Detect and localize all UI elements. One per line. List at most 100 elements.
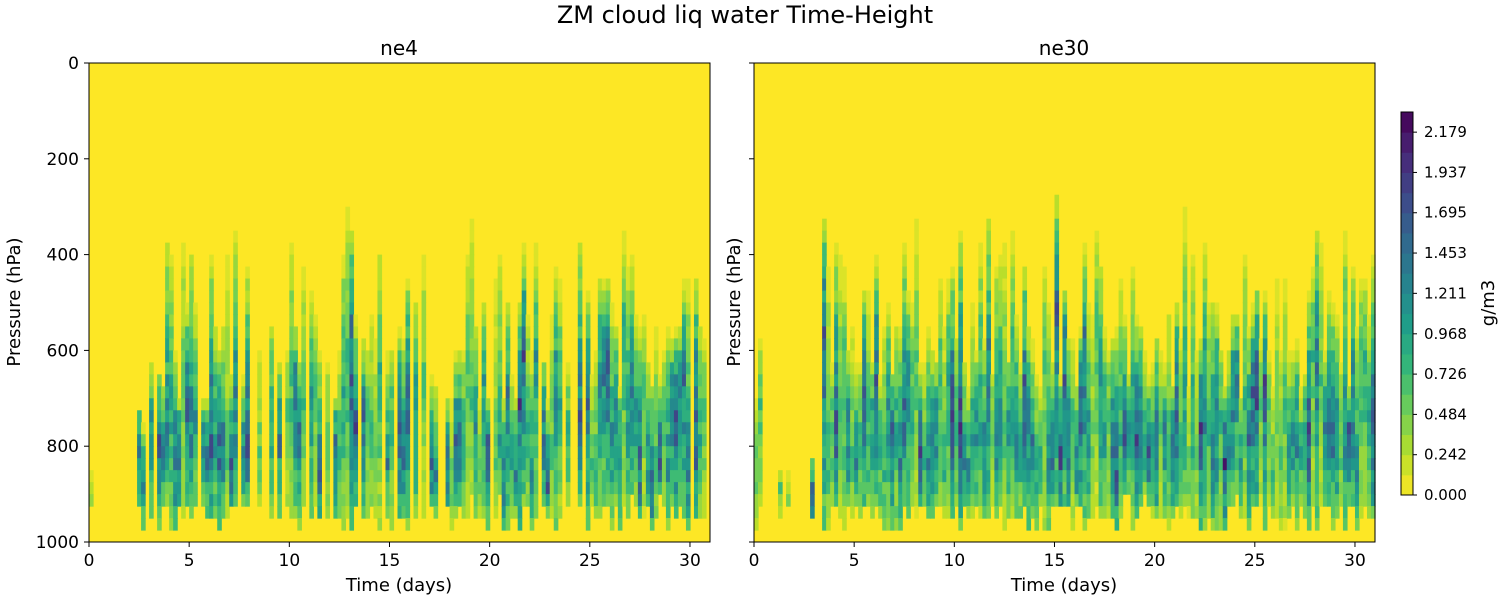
x-tick-label: 20 [479,551,501,571]
heatmap-cell [241,374,246,387]
heatmap-cell [1034,458,1040,471]
heatmap-cell [1090,410,1096,423]
heatmap-cell [1306,338,1312,351]
heatmap-cell [649,518,655,531]
heatmap-cell [1002,254,1008,268]
heatmap-cell [1146,458,1152,471]
heatmap-cell [974,494,979,507]
heatmap-cell [389,494,395,507]
heatmap-cell [293,350,298,363]
heatmap-cell [485,398,491,411]
heatmap-cell [1158,386,1164,399]
heatmap-cell [509,398,515,411]
heatmap-cell [649,434,655,447]
heatmap-cell [1294,410,1300,423]
heatmap-cell [221,482,226,495]
heatmap-cell [529,458,535,471]
heatmap-cell [1186,434,1192,447]
heatmap-cell [1330,434,1336,447]
heatmap-cell [1330,458,1336,471]
heatmap-cell [497,266,503,280]
heatmap-cell [297,398,302,411]
heatmap-cell [553,458,559,471]
heatmap-cell [866,350,871,363]
heatmap-cell [1318,410,1324,423]
heatmap-cell [1234,338,1240,351]
heatmap-cell [529,362,535,375]
heatmap-cell [577,446,583,459]
heatmap-cell [1202,422,1208,435]
heatmap-cell [854,494,859,507]
heatmap-cell [918,386,923,399]
heatmap-cell [1070,458,1076,471]
heatmap-cell [593,350,599,363]
heatmap-cell [1054,266,1060,280]
heatmap-cell [1086,326,1092,340]
heatmap-cell [914,242,919,256]
heatmap-cell [1018,458,1024,471]
heatmap-cell [1010,242,1016,256]
panel-title-ne4: ne4 [380,36,418,60]
heatmap-cell [521,362,527,375]
heatmap-cell [301,482,306,495]
heatmap-cell [1082,266,1088,280]
heatmap-cell [1286,506,1292,519]
heatmap-cell [1266,470,1272,483]
heatmap-cell [1318,398,1324,411]
heatmap-cell [1030,350,1036,363]
heatmap-cell [233,410,238,423]
heatmap-cell [1182,206,1188,220]
heatmap-cell [477,422,483,435]
heatmap-cell [349,326,355,340]
heatmap-cell [902,482,907,495]
heatmap-cell [213,338,218,351]
heatmap-cell [878,434,883,447]
heatmap-cell [1098,398,1104,411]
heatmap-cell [1082,338,1088,351]
heatmap-cell [225,302,230,316]
heatmap-cell [233,386,238,399]
heatmap-cell [1242,314,1248,328]
heatmap-cell [217,494,222,507]
heatmap-cell [826,458,831,471]
heatmap-cell [1098,266,1104,280]
heatmap-cell [313,494,318,507]
heatmap-cell [685,422,691,435]
heatmap-cell [834,350,839,363]
heatmap-cell [1002,290,1008,304]
heatmap-cell [245,374,250,387]
heatmap-cell [341,278,347,292]
heatmap-cell [1002,506,1008,519]
heatmap-cell [1318,494,1324,507]
heatmap-cell [653,434,659,447]
heatmap-cell [1026,506,1032,519]
heatmap-cell [617,458,623,471]
heatmap-cell [497,254,503,268]
heatmap-cell [1362,302,1368,316]
heatmap-cell [1354,362,1360,375]
heatmap-cell [685,410,691,423]
heatmap-cell [137,434,142,447]
heatmap-cell [1318,302,1324,316]
heatmap-cell [886,398,891,411]
heatmap-cell [822,278,827,292]
heatmap-cell [1342,314,1348,328]
heatmap-cell [485,494,491,507]
heatmap-cell [1078,410,1084,423]
heatmap-cell [637,338,643,351]
heatmap-cell [1002,338,1008,351]
heatmap-cell [517,518,523,531]
heatmap-cell [970,362,975,375]
heatmap-cell [1198,338,1204,351]
heatmap-cell [1246,506,1252,519]
heatmap-cell [385,410,391,423]
heatmap-cell [926,458,931,471]
heatmap-cell [533,398,539,411]
heatmap-cell [1146,482,1152,495]
heatmap-cell [986,230,991,244]
heatmap-cell [497,386,503,399]
heatmap-cell [1218,518,1224,531]
heatmap-cell [1130,338,1136,351]
heatmap-cell [589,386,595,399]
heatmap-cell [1242,482,1248,495]
